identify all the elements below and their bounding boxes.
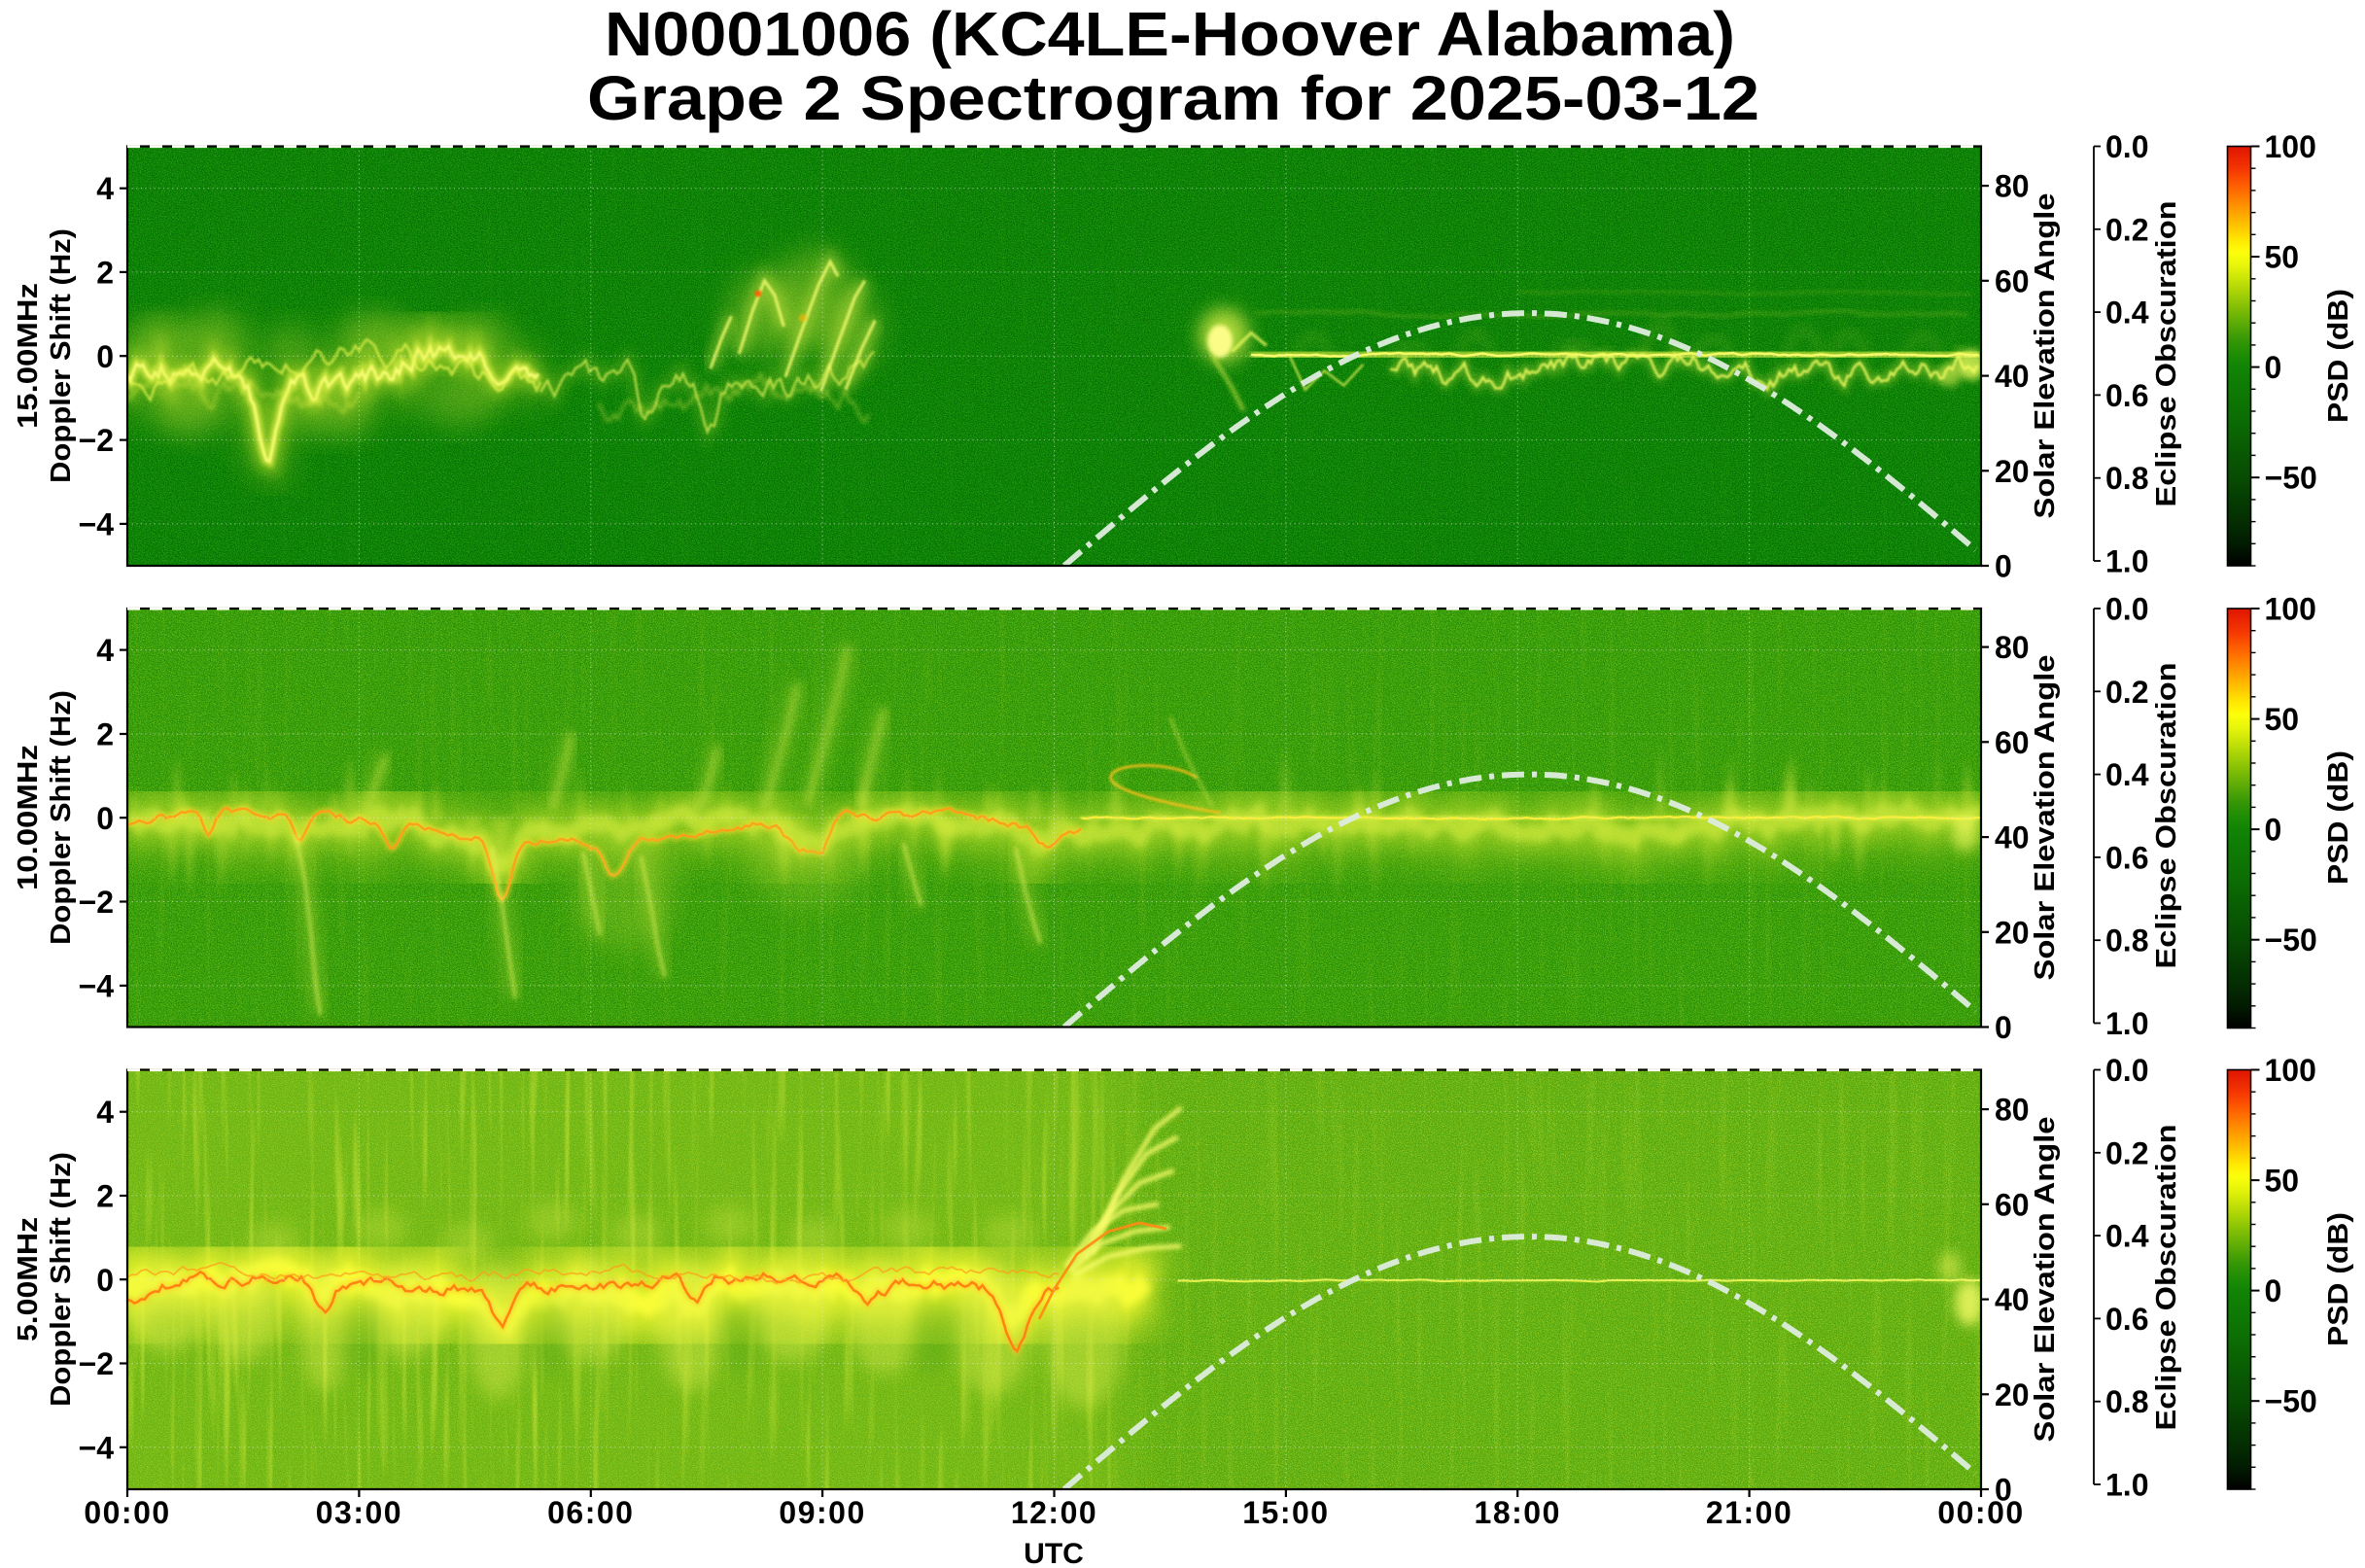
svg-text:2: 2 [96,717,114,752]
svg-text:03:00: 03:00 [316,1495,402,1530]
svg-text:60: 60 [1995,725,2030,760]
svg-text:0: 0 [1995,1473,2012,1508]
svg-text:09:00: 09:00 [779,1495,865,1530]
svg-text:PSD (dB): PSD (dB) [2323,750,2354,885]
svg-text:0.0: 0.0 [2105,129,2148,164]
svg-text:15.00MHz: 15.00MHz [13,283,44,429]
svg-text:0.8: 0.8 [2105,461,2148,496]
svg-text:Doppler Shift (Hz): Doppler Shift (Hz) [46,1152,77,1407]
svg-text:21:00: 21:00 [1706,1495,1792,1530]
svg-text:0: 0 [1995,549,2012,584]
svg-text:50: 50 [2265,1164,2300,1199]
svg-text:4: 4 [96,171,114,206]
svg-text:0.8: 0.8 [2105,1384,2148,1419]
svg-text:0.2: 0.2 [2105,212,2148,247]
svg-text:100: 100 [2265,592,2316,627]
svg-text:Eclipse Obscuration: Eclipse Obscuration [2151,663,2182,969]
svg-text:1.0: 1.0 [2105,1006,2148,1041]
svg-text:40: 40 [1995,820,2030,855]
svg-text:PSD (dB): PSD (dB) [2323,289,2354,423]
svg-text:−50: −50 [2265,923,2317,958]
svg-text:0: 0 [2265,813,2282,848]
svg-text:UTC: UTC [1024,1538,1084,1568]
svg-text:0.4: 0.4 [2105,1219,2149,1254]
svg-text:0.0: 0.0 [2105,1053,2148,1088]
svg-text:0.4: 0.4 [2105,296,2149,331]
svg-text:80: 80 [1995,630,2030,665]
svg-text:1.0: 1.0 [2105,1468,2148,1503]
svg-text:60: 60 [1995,1187,2030,1222]
svg-text:0: 0 [96,339,114,374]
svg-text:2: 2 [96,1179,114,1214]
svg-text:−50: −50 [2265,461,2317,496]
svg-text:4: 4 [96,633,114,668]
svg-text:−2: −2 [79,885,114,920]
svg-text:Eclipse Obscuration: Eclipse Obscuration [2151,201,2182,507]
svg-text:0: 0 [1995,1010,2012,1045]
svg-text:0.6: 0.6 [2105,378,2148,413]
svg-text:0: 0 [96,1263,114,1298]
svg-text:Grape 2 Spectrogram for 2025-0: Grape 2 Spectrogram for 2025-03-12 [587,63,1759,133]
svg-text:40: 40 [1995,1282,2030,1317]
svg-text:12:00: 12:00 [1011,1495,1097,1530]
svg-text:1.0: 1.0 [2105,544,2148,579]
svg-text:−4: −4 [79,968,115,1003]
svg-text:00:00: 00:00 [1937,1495,2024,1530]
svg-text:50: 50 [2265,240,2300,275]
svg-text:00:00: 00:00 [84,1495,170,1530]
svg-text:40: 40 [1995,359,2030,394]
svg-text:PSD (dB): PSD (dB) [2323,1212,2354,1346]
svg-text:−2: −2 [79,423,114,458]
svg-text:Eclipse Obscuration: Eclipse Obscuration [2151,1125,2182,1431]
svg-text:4: 4 [96,1095,114,1130]
svg-text:0.0: 0.0 [2105,592,2148,627]
svg-text:−4: −4 [79,506,115,541]
svg-text:0: 0 [2265,350,2282,385]
svg-text:N0001006 (KC4LE-Hoover Alabama: N0001006 (KC4LE-Hoover Alabama) [605,0,1735,69]
svg-text:Doppler Shift (Hz): Doppler Shift (Hz) [46,228,77,483]
svg-text:20: 20 [1995,1377,2030,1412]
svg-text:5.00MHz: 5.00MHz [13,1217,44,1342]
svg-text:80: 80 [1995,1093,2030,1128]
svg-text:18:00: 18:00 [1475,1495,1561,1530]
svg-text:Solar Elevation Angle: Solar Elevation Angle [2030,655,2061,981]
svg-text:80: 80 [1995,169,2030,204]
svg-text:100: 100 [2265,129,2316,164]
svg-text:15:00: 15:00 [1242,1495,1329,1530]
svg-text:−2: −2 [79,1346,114,1381]
svg-text:0.2: 0.2 [2105,675,2148,710]
svg-text:Doppler Shift (Hz): Doppler Shift (Hz) [46,690,77,945]
svg-text:0.6: 0.6 [2105,840,2148,875]
svg-text:0.8: 0.8 [2105,923,2148,958]
svg-text:−50: −50 [2265,1384,2317,1419]
svg-text:0.6: 0.6 [2105,1302,2148,1337]
svg-text:0: 0 [96,801,114,836]
svg-text:20: 20 [1995,454,2030,489]
svg-text:20: 20 [1995,915,2030,950]
svg-text:60: 60 [1995,263,2030,298]
svg-text:Solar Elevation Angle: Solar Elevation Angle [2030,1117,2061,1443]
svg-text:0.2: 0.2 [2105,1135,2148,1170]
svg-text:−4: −4 [79,1430,115,1465]
svg-text:0.4: 0.4 [2105,757,2149,792]
svg-text:10.00MHz: 10.00MHz [13,745,44,890]
svg-text:0: 0 [2265,1273,2282,1308]
svg-text:2: 2 [96,255,114,290]
svg-text:06:00: 06:00 [547,1495,634,1530]
svg-text:100: 100 [2265,1053,2316,1088]
svg-text:50: 50 [2265,702,2300,737]
svg-text:Solar Elevation Angle: Solar Elevation Angle [2030,193,2061,519]
